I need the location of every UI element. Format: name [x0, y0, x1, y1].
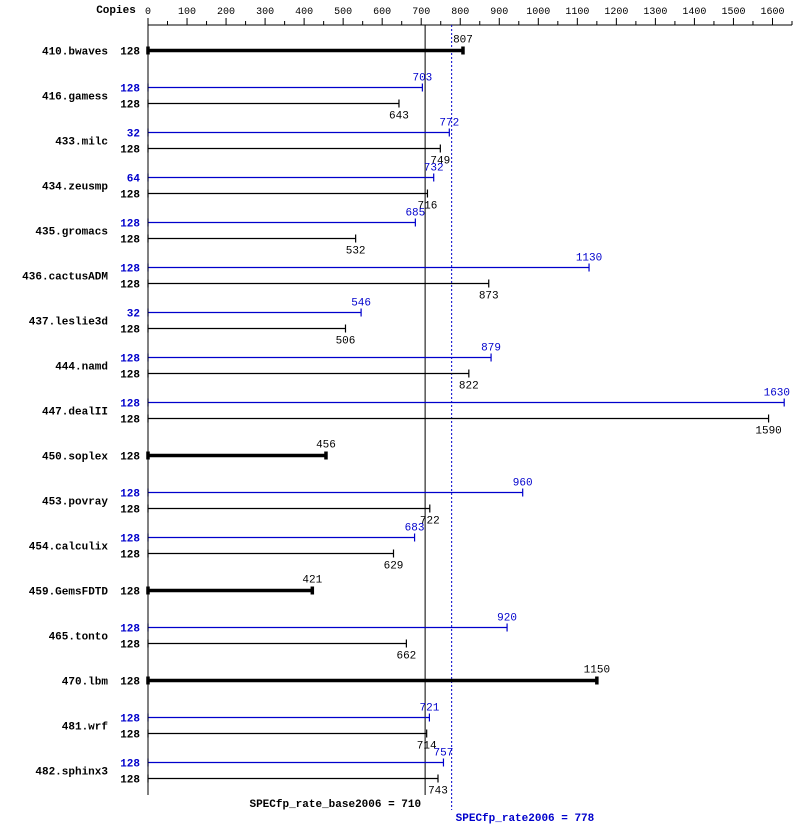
benchmark-label: 416.gamess — [42, 92, 108, 104]
x-tick-label: 200 — [217, 7, 235, 18]
base-score-label: 662 — [396, 651, 416, 663]
copies-header: Copies — [96, 5, 136, 17]
benchmark-label: 481.wrf — [62, 722, 109, 734]
peak-score-label: 772 — [439, 118, 459, 130]
peak-copies: 128 — [120, 354, 140, 366]
base-score-label: 421 — [302, 575, 322, 587]
peak-score-label: 732 — [424, 163, 444, 175]
x-tick-label: 1600 — [760, 7, 784, 18]
x-tick-label: 1000 — [526, 7, 550, 18]
peak-score-label: 1630 — [764, 388, 790, 400]
peak-copies: 128 — [120, 399, 140, 411]
benchmark-label: 453.povray — [42, 497, 108, 509]
base-copies: 128 — [120, 370, 140, 382]
peak-score-label: 721 — [420, 703, 440, 715]
x-tick-label: 800 — [451, 7, 469, 18]
base-score-label: 629 — [384, 561, 404, 573]
peak-copies: 128 — [120, 759, 140, 771]
peak-copies: 64 — [127, 174, 141, 186]
base-copies: 128 — [120, 280, 140, 292]
benchmark-label: 465.tonto — [49, 632, 109, 644]
x-tick-label: 1500 — [721, 7, 745, 18]
x-tick-label: 300 — [256, 7, 274, 18]
base-score-label: 743 — [428, 786, 448, 798]
benchmark-label: 433.milc — [55, 137, 108, 149]
benchmark-label: 410.bwaves — [42, 47, 108, 59]
base-score-label: 456 — [316, 440, 336, 452]
peak-copies: 128 — [120, 489, 140, 501]
peak-copies: 128 — [120, 219, 140, 231]
base-copies: 128 — [120, 47, 140, 59]
peak-score-label: 960 — [513, 478, 533, 490]
spec-chart: 0 100 200 300 400 500 600 700 800 900 1000 1100 1200… — [0, 0, 799, 831]
benchmark-label: 447.dealII — [42, 407, 108, 419]
base-copies: 128 — [120, 730, 140, 742]
peak-score-label: 683 — [405, 523, 425, 535]
base-copies: 128 — [120, 235, 140, 247]
base-copies: 128 — [120, 325, 140, 337]
base-copies: 128 — [120, 775, 140, 787]
x-tick-label: 600 — [373, 7, 391, 18]
base-score-label: 506 — [336, 336, 356, 348]
peak-copies: 128 — [120, 534, 140, 546]
peak-reference-label: SPECfp_rate2006 = 778 — [456, 813, 595, 825]
base-copies: 128 — [120, 145, 140, 157]
base-copies: 128 — [120, 587, 140, 599]
benchmark-label: 436.cactusADM — [22, 272, 108, 284]
benchmark-label: 435.gromacs — [35, 227, 108, 239]
x-tick-label: 500 — [334, 7, 352, 18]
peak-score-label: 1130 — [576, 253, 602, 265]
base-score-label: 807 — [453, 35, 473, 47]
x-tick-label: 1300 — [643, 7, 667, 18]
benchmark-label: 470.lbm — [62, 677, 109, 689]
base-copies: 128 — [120, 415, 140, 427]
peak-copies: 128 — [120, 714, 140, 726]
peak-copies: 128 — [120, 624, 140, 636]
benchmark-label: 482.sphinx3 — [35, 767, 108, 779]
benchmark-label: 444.namd — [55, 362, 108, 374]
x-tick-label: 100 — [178, 7, 196, 18]
base-score-label: 1590 — [755, 426, 781, 438]
x-tick-label: 900 — [490, 7, 508, 18]
peak-copies: 32 — [127, 129, 140, 141]
x-tick-label: 1400 — [682, 7, 706, 18]
benchmark-label: 454.calculix — [29, 542, 109, 554]
peak-score-label: 546 — [351, 298, 371, 310]
base-reference-label: SPECfp_rate_base2006 = 710 — [249, 799, 421, 811]
benchmark-label: 459.GemsFDTD — [29, 587, 109, 599]
base-score-label: 873 — [479, 291, 499, 303]
peak-score-label: 920 — [497, 613, 517, 625]
benchmark-label: 434.zeusmp — [42, 182, 108, 194]
x-tick-label: 1100 — [565, 7, 589, 18]
peak-copies: 128 — [120, 84, 140, 96]
base-score-label: 643 — [389, 111, 409, 123]
x-tick-label: 0 — [145, 7, 151, 18]
peak-score-label: 757 — [434, 748, 454, 760]
base-copies: 128 — [120, 550, 140, 562]
peak-score-label: 685 — [405, 208, 425, 220]
base-copies: 128 — [120, 190, 140, 202]
base-copies: 128 — [120, 100, 140, 112]
base-copies: 128 — [120, 640, 140, 652]
base-copies: 128 — [120, 505, 140, 517]
base-copies: 128 — [120, 677, 140, 689]
benchmark-label: 437.leslie3d — [29, 317, 108, 329]
base-copies: 128 — [120, 452, 140, 464]
peak-copies: 128 — [120, 264, 140, 276]
x-tick-label: 700 — [412, 7, 430, 18]
peak-score-label: 879 — [481, 343, 501, 355]
x-tick-label: 1200 — [604, 7, 628, 18]
base-score-label: 532 — [346, 246, 366, 258]
base-score-label: 822 — [459, 381, 479, 393]
peak-score-label: 703 — [412, 73, 432, 85]
base-score-label: 1150 — [584, 665, 610, 677]
benchmark-label: 450.soplex — [42, 452, 108, 464]
x-tick-label: 400 — [295, 7, 313, 18]
peak-copies: 32 — [127, 309, 140, 321]
